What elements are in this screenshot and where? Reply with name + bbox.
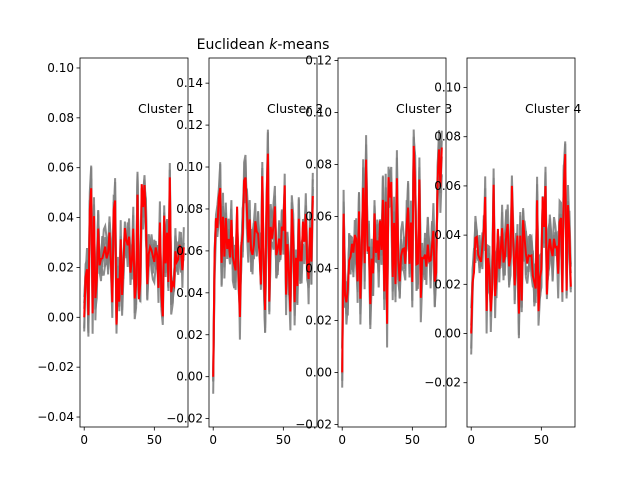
- panel-1-y-tick-label-1: −0.02: [37, 360, 74, 374]
- panel-1-centroid-series: [83, 177, 185, 325]
- panel-1-series: [83, 162, 185, 337]
- panel-1-x-tick-label-0: 0: [80, 433, 88, 447]
- panel-3-y-tick-label-2: 0.02: [305, 313, 332, 327]
- panel-1-y-tick-label-7: 0.10: [47, 61, 74, 75]
- panel-4-y-tick-label-5: 0.08: [434, 130, 461, 144]
- panel-4-y-tick-label-0: −0.02: [424, 376, 461, 390]
- chart-title-prefix: Euclidean: [197, 37, 270, 53]
- panel-1-y-tick-label-5: 0.06: [47, 161, 74, 175]
- panel-4-frame: [466, 57, 576, 428]
- panel-3-x-tick-label-1: 50: [405, 433, 420, 447]
- panel-1-cluster-label: Cluster 1: [138, 101, 194, 116]
- panel-1: −0.04 −0.02 0.00 0.02 0.04 0.06 0.08 0.10 0 50 Clu…: [37, 57, 194, 447]
- panel-4-centroid-series: [470, 154, 572, 334]
- panel-3-y-tick-label-4: 0.06: [305, 210, 332, 224]
- chart-title-italic: k: [269, 37, 278, 53]
- panel-2-x-tick-label-1: 50: [276, 433, 291, 447]
- panel-2-series: [212, 129, 314, 394]
- panel-2-y-tick-label-1: 0.00: [176, 370, 203, 384]
- panel-3-series: [341, 129, 443, 388]
- panel-2-x-tick-label-0: 0: [209, 433, 217, 447]
- panel-2-y-tick-label-4: 0.06: [176, 244, 203, 258]
- panel-1-y-tick-label-0: −0.04: [37, 410, 74, 424]
- panel-4-y-tick-label-2: 0.02: [434, 277, 461, 291]
- panel-2: −0.02 0.00 0.02 0.04 0.06 0.08 0.10 0.12 0.14 0 50…: [166, 57, 323, 447]
- panel-2-y-tick-label-8: 0.14: [176, 76, 203, 90]
- panel-1-y-tick-label-3: 0.02: [47, 260, 74, 274]
- panel-4-x-tick-label-0: 0: [467, 433, 475, 447]
- panel-1-x-tick-label-1: 50: [147, 433, 162, 447]
- panel-2-y-tick-label-2: 0.02: [176, 328, 203, 342]
- panel-4-y-tick-label-6: 0.10: [434, 81, 461, 95]
- panel-3: −0.02 0.00 0.02 0.04 0.06 0.08 0.10 0.12 0 50 Clus…: [295, 54, 452, 447]
- panel-4-x-tick-label-1: 50: [534, 433, 549, 447]
- panel-3-cluster-label: Cluster 3: [396, 101, 452, 116]
- panel-3-y-tick-label-6: 0.10: [305, 106, 332, 120]
- panel-4-y-tick-label-1: 0.00: [434, 327, 461, 341]
- panel-2-y-tick-label-6: 0.10: [176, 160, 203, 174]
- panel-4-cluster-label: Cluster 4: [525, 101, 581, 116]
- panel-3-y-tick-label-7: 0.12: [305, 54, 332, 68]
- cluster-panels: −0.04 −0.02 0.00 0.02 0.04 0.06 0.08 0.10 0 50 Clu…: [37, 54, 581, 447]
- panel-2-y-tick-label-0: −0.02: [166, 412, 203, 426]
- panel-1-frame: [79, 57, 189, 428]
- panel-2-y-tick-label-5: 0.08: [176, 202, 203, 216]
- panel-2-cluster-label: Cluster 2: [267, 101, 323, 116]
- panel-1-y-tick-label-4: 0.04: [47, 211, 74, 225]
- panel-3-frame: [337, 57, 447, 428]
- panel-4: −0.02 0.00 0.02 0.04 0.06 0.08 0.10 0 50 Cluster …: [424, 57, 581, 447]
- panel-2-frame: [208, 57, 318, 428]
- panel-3-y-tick-label-1: 0.00: [305, 365, 332, 379]
- panel-4-y-tick-label-4: 0.06: [434, 179, 461, 193]
- panel-4-series: [470, 141, 572, 355]
- panel-2-y-tick-label-3: 0.04: [176, 286, 203, 300]
- chart-title: Euclidean k-means: [197, 37, 330, 53]
- panel-3-y-tick-label-3: 0.04: [305, 261, 332, 275]
- panel-2-centroid-series: [212, 153, 314, 377]
- panel-2-y-tick-label-7: 0.12: [176, 118, 203, 132]
- panel-3-x-tick-label-0: 0: [338, 433, 346, 447]
- panel-3-centroid-series: [341, 145, 443, 373]
- panel-4-y-tick-label-3: 0.04: [434, 228, 461, 242]
- panel-1-y-tick-label-2: 0.00: [47, 310, 74, 324]
- panel-1-y-tick-label-6: 0.08: [47, 111, 74, 125]
- panel-3-y-tick-label-5: 0.08: [305, 158, 332, 172]
- chart-title-suffix: -means: [277, 37, 329, 53]
- panel-3-y-tick-label-0: −0.02: [295, 417, 332, 431]
